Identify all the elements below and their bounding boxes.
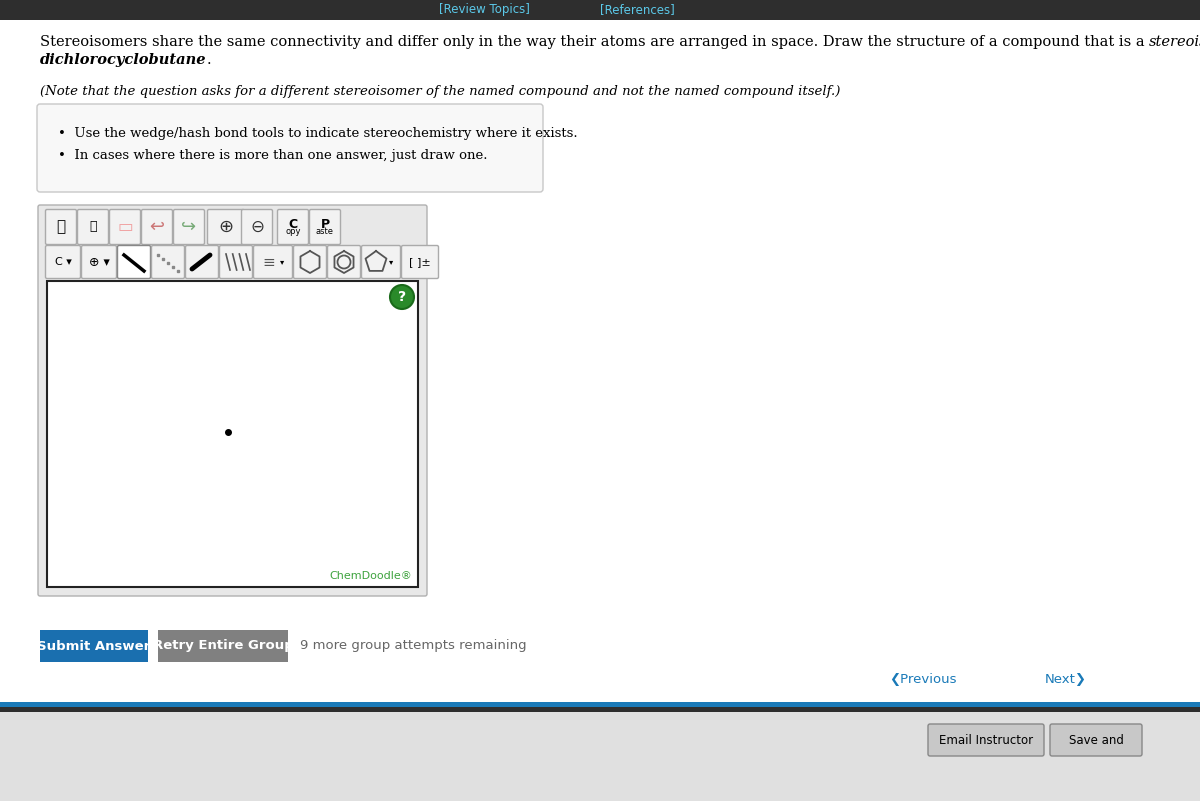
Text: [ ]±: [ ]± (409, 257, 431, 267)
FancyBboxPatch shape (253, 245, 293, 279)
Text: .: . (206, 53, 211, 67)
FancyBboxPatch shape (310, 210, 341, 244)
Bar (0, 712, 1200, 801)
Text: P: P (320, 218, 330, 231)
Text: ?: ? (398, 290, 406, 304)
Circle shape (390, 285, 414, 309)
Text: ↩: ↩ (150, 218, 164, 236)
Text: 💧: 💧 (89, 220, 97, 234)
Text: C ▾: C ▾ (54, 257, 72, 267)
Text: ⊕ ▾: ⊕ ▾ (89, 256, 109, 268)
FancyBboxPatch shape (46, 245, 80, 279)
FancyBboxPatch shape (82, 245, 116, 279)
FancyBboxPatch shape (109, 210, 140, 244)
FancyBboxPatch shape (928, 724, 1044, 756)
Text: ≡: ≡ (263, 255, 275, 269)
Text: C: C (288, 218, 298, 231)
Bar (0, 702, 1200, 707)
Text: aste: aste (316, 227, 334, 235)
FancyBboxPatch shape (220, 245, 252, 279)
FancyBboxPatch shape (78, 210, 108, 244)
FancyBboxPatch shape (151, 245, 185, 279)
Text: 🖐: 🖐 (56, 219, 66, 235)
FancyBboxPatch shape (361, 245, 401, 279)
Bar (47, 281, 418, 587)
FancyBboxPatch shape (186, 245, 218, 279)
Text: ▾: ▾ (389, 257, 394, 267)
FancyBboxPatch shape (37, 104, 542, 192)
Text: ❮Previous: ❮Previous (889, 674, 958, 686)
Bar (0, 0, 1200, 20)
Text: ▾: ▾ (280, 257, 284, 267)
Text: ⊕: ⊕ (218, 218, 234, 236)
Text: Next❯: Next❯ (1045, 674, 1087, 686)
FancyBboxPatch shape (328, 245, 360, 279)
Text: opy: opy (286, 227, 301, 235)
FancyBboxPatch shape (40, 630, 148, 662)
Text: 9 more group attempts remaining: 9 more group attempts remaining (300, 639, 527, 653)
FancyBboxPatch shape (277, 210, 308, 244)
Text: (Note that the question asks for a different stereoisomer of the named compound : (Note that the question asks for a diffe… (40, 85, 840, 98)
FancyBboxPatch shape (46, 210, 77, 244)
Text: •  In cases where there is more than one answer, just draw one.: • In cases where there is more than one … (58, 149, 487, 162)
FancyBboxPatch shape (118, 245, 150, 279)
FancyBboxPatch shape (38, 205, 427, 596)
Text: •  Use the wedge/hash bond tools to indicate stereochemistry where it exists.: • Use the wedge/hash bond tools to indic… (58, 127, 577, 140)
Bar (0, 707, 1200, 712)
FancyBboxPatch shape (142, 210, 173, 244)
Text: ChemDoodle®: ChemDoodle® (329, 571, 412, 581)
Text: Submit Answer: Submit Answer (37, 639, 151, 653)
Text: ▭: ▭ (118, 218, 133, 236)
Text: ↪: ↪ (181, 218, 197, 236)
Text: dichlorocyclobutane: dichlorocyclobutane (40, 53, 206, 67)
FancyBboxPatch shape (1050, 724, 1142, 756)
Text: Stereoisomers share the same connectivity and differ only in the way their atoms: Stereoisomers share the same connectivit… (40, 35, 1150, 49)
FancyBboxPatch shape (158, 630, 288, 662)
Text: Save and: Save and (1068, 734, 1123, 747)
Text: stereoisomer: stereoisomer (1150, 35, 1200, 49)
FancyBboxPatch shape (402, 245, 438, 279)
FancyBboxPatch shape (208, 210, 245, 244)
Text: Retry Entire Group: Retry Entire Group (152, 639, 293, 653)
Text: [References]: [References] (600, 3, 674, 17)
Text: ⊖: ⊖ (250, 218, 264, 236)
FancyBboxPatch shape (241, 210, 272, 244)
Text: Email Instructor: Email Instructor (938, 734, 1033, 747)
Text: [Review Topics]: [Review Topics] (438, 3, 529, 17)
FancyBboxPatch shape (174, 210, 204, 244)
FancyBboxPatch shape (294, 245, 326, 279)
